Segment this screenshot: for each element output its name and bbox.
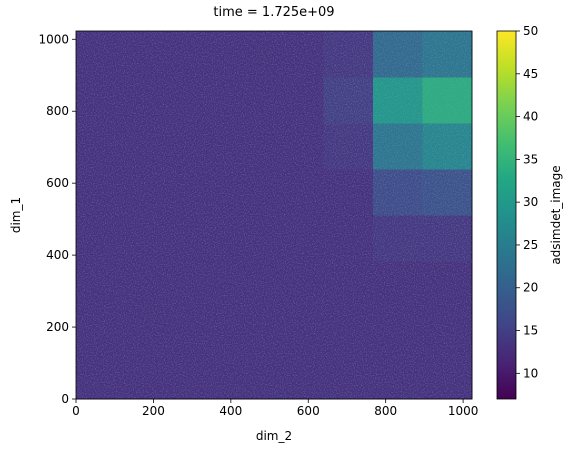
x-tick-label: 0: [72, 404, 80, 418]
y-tick-label: 400: [46, 248, 69, 262]
colorbar-tick-label: 25: [523, 238, 538, 252]
plot-frame: [75, 30, 473, 400]
colorbar-tick-label: 50: [523, 24, 538, 38]
colorbar-tick-label: 20: [523, 281, 538, 295]
y-tick-label: 0: [61, 392, 69, 406]
y-tick-label: 800: [46, 104, 69, 118]
colorbar-tick-label: 15: [523, 324, 538, 338]
x-tick-label: 1000: [448, 404, 479, 418]
y-axis-label: dim_1: [9, 197, 23, 233]
colorbar-tick-label: 45: [523, 67, 538, 81]
x-tick-label: 600: [297, 404, 320, 418]
colorbar-tick-label: 35: [523, 152, 538, 166]
y-tick-label: 200: [46, 320, 69, 334]
y-tick-label: 600: [46, 176, 69, 190]
x-tick-label: 200: [142, 404, 165, 418]
x-axis-label: dim_2: [256, 429, 292, 443]
colorbar-label: adsimdet_image: [549, 165, 563, 264]
colorbar-tick-label: 30: [523, 195, 538, 209]
chart-title: time = 1.725e+09: [213, 5, 334, 20]
colorbar: [496, 30, 517, 400]
y-tick-label: 1000: [38, 32, 69, 46]
colorbar-tick-label: 40: [523, 110, 538, 124]
x-tick-label: 400: [219, 404, 242, 418]
x-tick-label: 800: [374, 404, 397, 418]
noise-texture: [76, 31, 472, 399]
colorbar-tick-label: 10: [523, 366, 538, 380]
